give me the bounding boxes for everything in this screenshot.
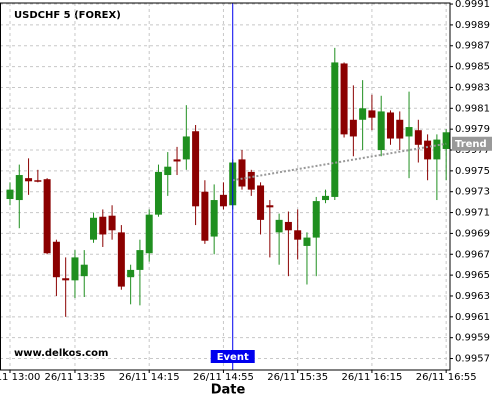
candle-body: [386, 112, 394, 139]
candle-body: [368, 110, 376, 118]
trend-label: Trend: [455, 139, 487, 150]
candle-body: [405, 127, 413, 137]
y-tick-label: 0.9989: [455, 20, 490, 31]
candle-body: [284, 221, 292, 231]
candle-body: [359, 108, 367, 120]
candle-body: [43, 179, 51, 254]
candle-body: [71, 257, 79, 281]
y-tick-label: 0.9971: [455, 208, 490, 219]
x-tick-label: 26/11 16:15: [342, 372, 403, 383]
event-label: Event: [217, 352, 249, 363]
candle-body: [238, 159, 246, 187]
y-tick-label: 0.9967: [455, 249, 490, 260]
candle-body: [15, 175, 23, 201]
candle-body: [247, 171, 255, 190]
y-tick-label: 0.9981: [455, 103, 490, 114]
candle-body: [127, 269, 135, 278]
candle-body: [312, 201, 320, 238]
x-tick-label: 26/11 14:55: [193, 372, 254, 383]
candle-body: [145, 214, 153, 254]
candle-body: [219, 194, 227, 207]
candle-body: [34, 180, 42, 182]
y-tick-label: 0.9963: [455, 291, 490, 302]
candle-body: [25, 178, 33, 182]
candle-body: [164, 166, 172, 176]
candle-body: [331, 62, 339, 197]
candle-body: [349, 119, 357, 137]
y-tick-label: 0.9973: [455, 187, 490, 198]
x-tick-label: 26/11 13:35: [45, 372, 106, 383]
candle-body: [182, 136, 190, 160]
candle-body: [433, 139, 441, 160]
candle-body: [340, 63, 348, 135]
x-tick-label: 26/11 15:35: [267, 372, 328, 383]
plot-frame: [0, 2, 451, 371]
candle-body: [108, 215, 116, 231]
y-tick-label: 0.9965: [455, 270, 490, 281]
chart-title: USDCHF 5 (FOREX): [14, 10, 121, 21]
candle-body: [442, 132, 450, 149]
y-tick-label: 0.9969: [455, 228, 490, 239]
y-tick-label: 0.9987: [455, 41, 490, 52]
candle-body: [210, 200, 218, 237]
candle-body: [294, 230, 302, 240]
y-tick-label: 0.9959: [455, 333, 490, 344]
trend-line: [232, 142, 447, 182]
y-tick-label: 0.9961: [455, 312, 490, 323]
candle-body: [99, 216, 107, 235]
candle-body: [414, 130, 422, 145]
y-tick-label: 0.9979: [455, 124, 490, 135]
x-tick-label: 26/11 14:15: [119, 372, 180, 383]
candle-body: [377, 111, 385, 151]
candle-body: [117, 232, 125, 287]
candle-body: [136, 250, 144, 270]
candle-body: [322, 195, 330, 201]
candle-body: [173, 159, 181, 162]
candle-body: [52, 241, 60, 278]
candle-body: [266, 205, 274, 208]
y-tick-label: 0.9985: [455, 62, 490, 73]
x-axis-label: Date: [211, 383, 246, 398]
candle-body: [303, 237, 311, 246]
x-tick-label: 26/11 16:55: [416, 372, 477, 383]
candle-body: [80, 264, 88, 277]
candle-body: [192, 131, 200, 207]
candle-body: [154, 171, 162, 215]
candle-body: [396, 119, 404, 139]
candle-body: [257, 185, 265, 220]
trend-label-box: [452, 136, 492, 151]
event-label-box: [210, 350, 255, 363]
candle-body: [201, 191, 209, 241]
y-tick-label: 0.9957: [455, 354, 490, 365]
y-tick-label: 0.9983: [455, 82, 490, 93]
x-tick-label: 26/11 13:00: [0, 372, 40, 383]
candle-body: [62, 278, 70, 281]
candle-body: [275, 219, 283, 233]
candle-body: [90, 217, 98, 240]
watermark: www.delkos.com: [14, 348, 108, 359]
y-tick-label: 0.9991: [455, 0, 490, 10]
candle-body: [6, 189, 14, 200]
y-tick-label: 0.9975: [455, 166, 490, 177]
candle-body: [424, 140, 432, 160]
